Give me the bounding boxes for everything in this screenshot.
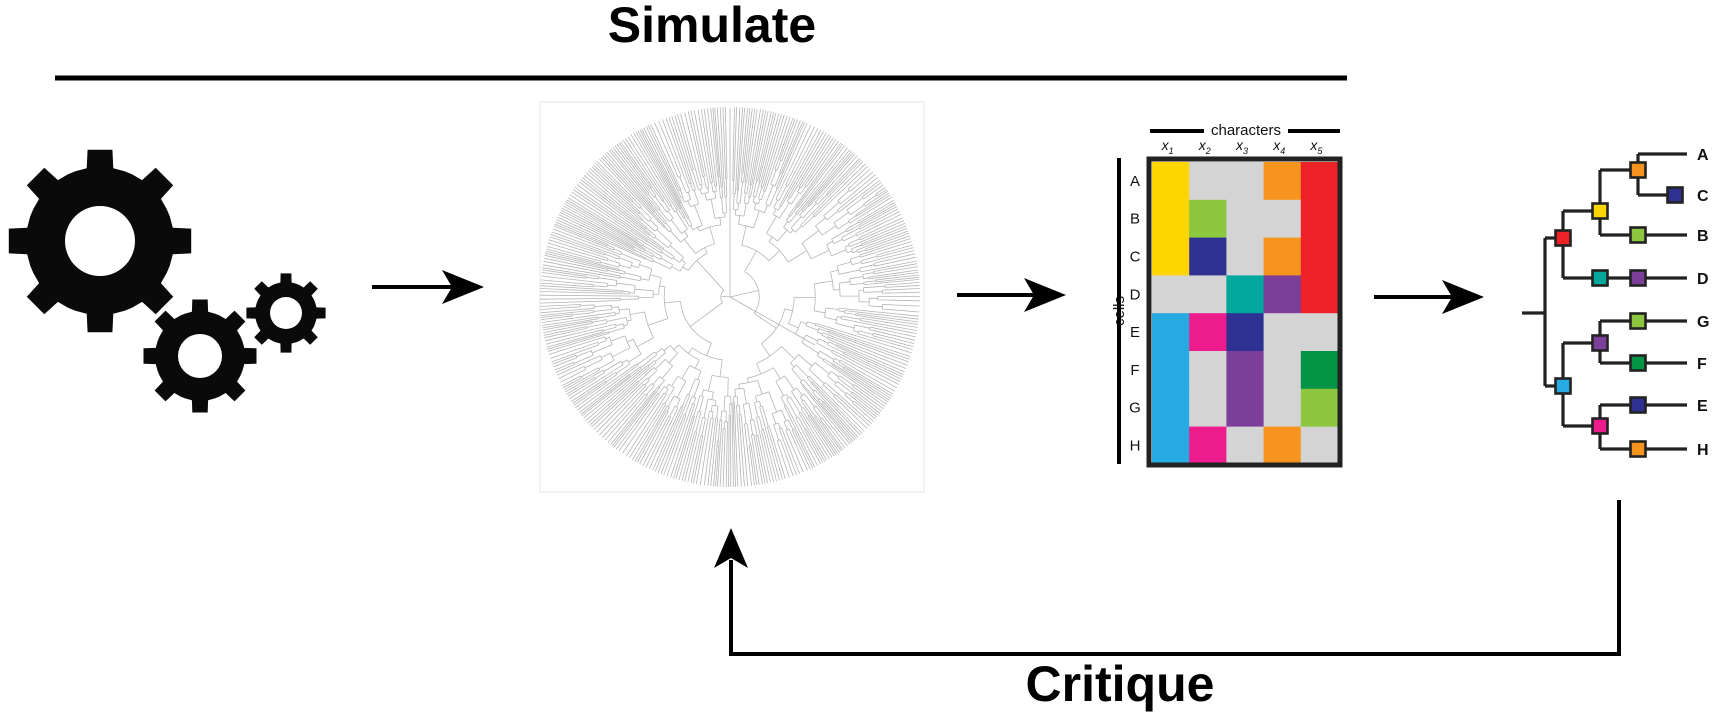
matrix-cell <box>1300 426 1339 465</box>
matrix-cell <box>1152 351 1190 390</box>
matrix-cell <box>1189 275 1227 314</box>
tree-node-marker <box>1554 377 1572 395</box>
matrix-cell <box>1189 351 1227 390</box>
matrix-cell <box>1152 313 1190 352</box>
matrix-cell <box>1300 388 1339 428</box>
arrow-matrix-to-reconstruction <box>1374 280 1484 314</box>
column-header: x5 <box>1309 137 1323 156</box>
tree-node-marker <box>1629 396 1647 414</box>
matrix-cell <box>1226 313 1265 352</box>
reconstructed-tree: A C B D G F E H <box>1522 147 1709 459</box>
matrix-cell <box>1263 313 1302 352</box>
tree-branch-long <box>729 296 816 346</box>
matrix-cell <box>1263 199 1302 239</box>
matrix-cell <box>1152 275 1190 314</box>
matrix-cell <box>1263 351 1302 390</box>
matrix-border <box>1146 156 1343 468</box>
column-header: x2 <box>1198 137 1211 156</box>
matrix-cell <box>1226 162 1265 201</box>
leaf-label: F <box>1697 356 1707 373</box>
matrix-cell <box>1263 162 1302 201</box>
matrix-cell <box>1152 426 1190 465</box>
simulate-title: Simulate <box>608 0 816 53</box>
column-header: x3 <box>1235 137 1248 156</box>
matrix-cell <box>1189 162 1227 201</box>
matrix-cell <box>1189 388 1227 428</box>
matrix-cell <box>1152 388 1190 428</box>
leaf-label: A <box>1697 147 1709 164</box>
row-label: G <box>1129 400 1141 417</box>
tree-node-marker <box>1554 229 1572 247</box>
tree-node-marker <box>1591 334 1609 352</box>
matrix-cell <box>1226 275 1265 314</box>
arrow-tree-to-matrix <box>957 278 1066 312</box>
row-label: B <box>1130 211 1140 228</box>
matrix-cell <box>1300 237 1339 276</box>
matrix-cell <box>1300 199 1339 239</box>
row-label: A <box>1130 173 1140 190</box>
matrix-cell <box>1263 388 1302 428</box>
matrix-cell <box>1300 313 1339 352</box>
gear-large <box>8 149 192 333</box>
matrix-cell <box>1263 237 1302 276</box>
row-label: D <box>1130 286 1141 303</box>
leaf-label: H <box>1697 442 1709 459</box>
matrix-cell <box>1226 237 1265 276</box>
character-matrix: characters cells x1 x2 x3 x4 x5 A B C D E F G H <box>1111 122 1343 468</box>
critique-feedback-arrow <box>714 500 1621 656</box>
row-label: E <box>1130 324 1140 341</box>
tree-node-marker <box>1629 440 1647 458</box>
gear-medium <box>143 299 257 413</box>
cells-label: cells <box>1111 296 1128 326</box>
row-label: H <box>1130 438 1141 455</box>
tree-node-marker <box>1629 226 1647 244</box>
characters-label: characters <box>1211 122 1281 139</box>
row-label: F <box>1130 362 1139 379</box>
arrow-gears-to-tree <box>372 270 484 304</box>
leaf-label: E <box>1697 398 1708 415</box>
gear-small <box>246 273 326 353</box>
leaf-label: G <box>1697 314 1709 331</box>
matrix-cell <box>1152 199 1190 239</box>
matrix-cell <box>1189 313 1227 352</box>
gears-icon <box>8 149 326 413</box>
matrix-cell <box>1152 162 1190 201</box>
matrix-cell <box>1263 275 1302 314</box>
matrix-cell <box>1152 237 1190 276</box>
tree-node-marker <box>1591 202 1609 220</box>
matrix-cell <box>1189 199 1227 239</box>
tree-node-marker <box>1629 312 1647 330</box>
leaf-label: C <box>1697 188 1709 205</box>
matrix-cell <box>1300 162 1339 201</box>
matrix-cell <box>1226 351 1265 390</box>
matrix-cell <box>1226 388 1265 428</box>
circular-lineage-tree <box>539 101 925 493</box>
matrix-cell <box>1300 351 1339 390</box>
matrix-cell <box>1263 426 1302 465</box>
leaf-label: D <box>1697 271 1709 288</box>
leaf-label: B <box>1697 228 1709 245</box>
matrix-cell <box>1189 237 1227 276</box>
tree-node-marker <box>1591 269 1609 287</box>
column-header: x1 <box>1161 137 1174 156</box>
tree-node-marker <box>1629 161 1647 179</box>
tree-node-marker <box>1629 269 1647 287</box>
row-label: C <box>1130 249 1141 266</box>
matrix-cell <box>1226 426 1265 465</box>
tree-node-marker <box>1666 186 1684 204</box>
tree-node-marker <box>1629 354 1647 372</box>
tree-edges <box>1522 152 1687 451</box>
matrix-cell <box>1226 199 1265 239</box>
matrix-cell <box>1189 426 1227 465</box>
critique-title: Critique <box>1026 656 1215 712</box>
tree-node-marker <box>1591 417 1609 435</box>
column-header: x4 <box>1272 137 1285 156</box>
matrix-cell <box>1300 275 1339 314</box>
